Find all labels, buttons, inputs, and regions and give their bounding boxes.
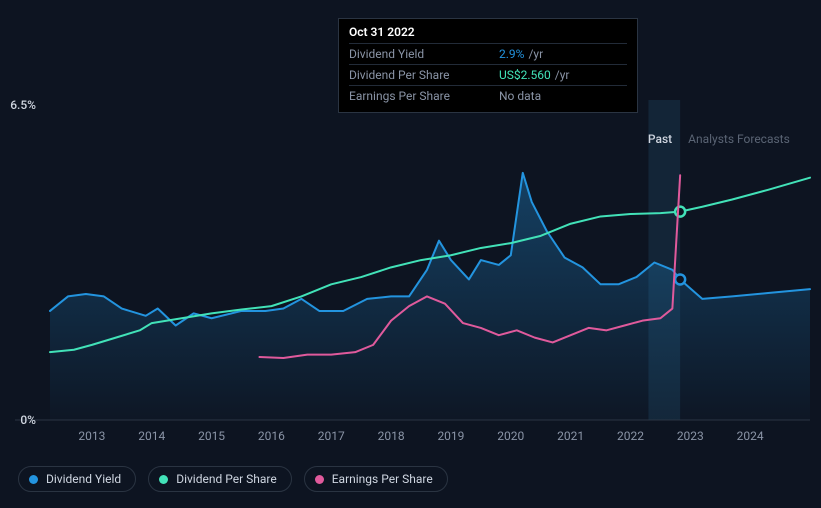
marker-dividend_per_share [675,207,685,217]
chart-tooltip: Oct 31 2022 Dividend Yield2.9%/yrDividen… [338,18,638,113]
tooltip-row-value: US$2.560 [499,68,551,82]
y-axis-label: 6.5% [10,98,36,112]
area-dividend_yield [50,173,810,420]
x-axis-label: 2014 [138,429,165,443]
legend-item-label: Dividend Per Share [176,472,277,486]
legend-dot-icon [315,475,324,484]
tooltip-row-label: Earnings Per Share [349,89,499,103]
x-axis-label: 2018 [378,429,405,443]
x-axis-label: 2019 [437,429,464,443]
past-label: Past [648,132,672,146]
marker-dividend_yield [675,274,685,284]
legend-item-label: Earnings Per Share [332,472,433,486]
tooltip-row-unit: /yr [555,68,570,82]
x-axis-label: 2017 [318,429,345,443]
x-axis-label: 2021 [557,429,584,443]
tooltip-row-value: 2.9% [499,47,524,61]
x-axis-label: 2016 [258,429,285,443]
y-axis-label: 0% [20,413,36,427]
legend-item-dividend_per_share[interactable]: Dividend Per Share [148,466,292,492]
tooltip-row-value: No data [499,89,541,103]
legend-dot-icon [159,475,168,484]
x-axis-label: 2013 [78,429,105,443]
tooltip-row-label: Dividend Per Share [349,68,499,82]
forecast-label: Analysts Forecasts [688,132,790,146]
tooltip-title: Oct 31 2022 [349,25,627,39]
chart-container: 0% 6.5% 2013 2014 2015 2016 2017 2018 2019 2020 20… [0,0,821,508]
legend-item-earnings_per_share[interactable]: Earnings Per Share [304,466,448,492]
x-axis-label: 2015 [198,429,225,443]
tooltip-row: Dividend Yield2.9% /yr [349,43,627,64]
legend-item-label: Dividend Yield [46,472,121,486]
tooltip-row-unit: /yr [528,47,543,61]
chart-legend: Dividend Yield Dividend Per Share Earnings… [18,466,448,492]
x-axis-label: 2020 [497,429,524,443]
tooltip-row-label: Dividend Yield [349,47,499,61]
x-axis-label: 2023 [677,429,704,443]
legend-dot-icon [29,475,38,484]
x-axis-label: 2022 [617,429,644,443]
tooltip-row: Dividend Per ShareUS$2.560/yr [349,64,627,85]
x-axis-label: 2024 [737,429,764,443]
legend-item-dividend_yield[interactable]: Dividend Yield [18,466,136,492]
tooltip-row: Earnings Per ShareNo data [349,85,627,106]
